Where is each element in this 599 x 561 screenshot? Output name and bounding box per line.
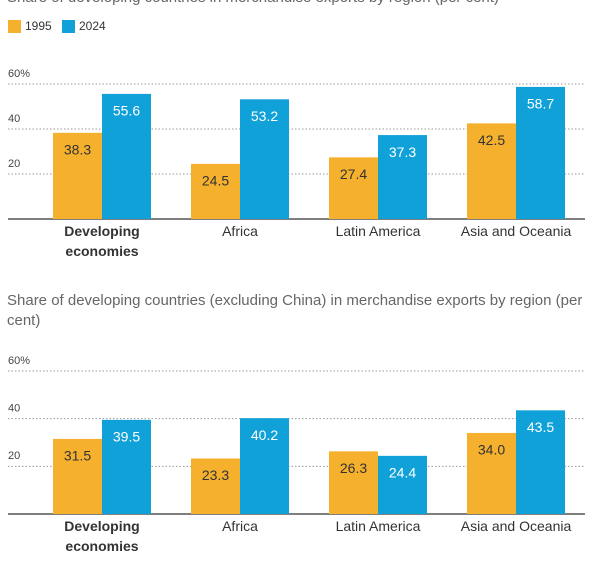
- legend-swatch: [62, 20, 75, 33]
- bar: [53, 132, 102, 219]
- x-tick-label: Asia and Oceania: [460, 518, 572, 534]
- y-tick-label: 60%: [8, 355, 30, 367]
- x-tick-label: Latin America: [335, 518, 421, 534]
- bar: [378, 455, 427, 514]
- value-label: 58.7: [527, 96, 554, 112]
- bar: [102, 419, 151, 514]
- value-label: 24.5: [202, 173, 229, 189]
- value-label: 37.3: [389, 144, 416, 160]
- value-label: 42.5: [478, 132, 505, 148]
- bar: [516, 86, 565, 219]
- value-label: 39.5: [113, 429, 140, 445]
- value-label: 55.6: [113, 103, 140, 119]
- x-tick-label: Developing economies: [64, 223, 140, 259]
- x-tick-label: Latin America: [335, 223, 421, 239]
- value-label: 40.2: [251, 427, 278, 443]
- y-tick-label: 20: [8, 158, 20, 170]
- value-label: 38.3: [64, 142, 91, 158]
- chart-title: Share of developing countries in merchan…: [7, 0, 592, 8]
- value-label: 43.5: [527, 419, 554, 435]
- bar: [102, 93, 151, 219]
- value-label: 24.4: [389, 465, 416, 481]
- bar: [378, 135, 427, 219]
- bar: [191, 458, 240, 514]
- y-tick-label: 40: [8, 113, 20, 125]
- value-label: 23.3: [202, 467, 229, 483]
- x-tick-label: Developing economies: [64, 518, 140, 554]
- bar: [191, 163, 240, 219]
- x-tick-label: Africa: [222, 223, 258, 239]
- legend-label: 1995: [25, 19, 52, 33]
- bar: [53, 438, 102, 514]
- x-tick-label: Asia and Oceania: [460, 223, 572, 239]
- bar: [467, 432, 516, 514]
- y-tick-label: 20: [8, 450, 20, 462]
- x-tick-label: Africa: [222, 518, 258, 534]
- y-tick-label: 40: [8, 403, 20, 415]
- value-label: 26.3: [340, 460, 367, 476]
- value-label: 31.5: [64, 448, 91, 464]
- bar: [240, 99, 289, 219]
- bar: [240, 418, 289, 514]
- y-tick-label: 60%: [8, 68, 30, 80]
- bar: [467, 123, 516, 219]
- bar: [329, 451, 378, 514]
- value-label: 27.4: [340, 166, 367, 182]
- chart-title: Share of developing countries (excluding…: [7, 292, 583, 329]
- legend-swatch: [8, 20, 21, 33]
- bar: [329, 157, 378, 219]
- legend-label: 2024: [79, 19, 106, 33]
- value-label: 34.0: [478, 442, 505, 458]
- bar: [516, 410, 565, 514]
- value-label: 53.2: [251, 108, 278, 124]
